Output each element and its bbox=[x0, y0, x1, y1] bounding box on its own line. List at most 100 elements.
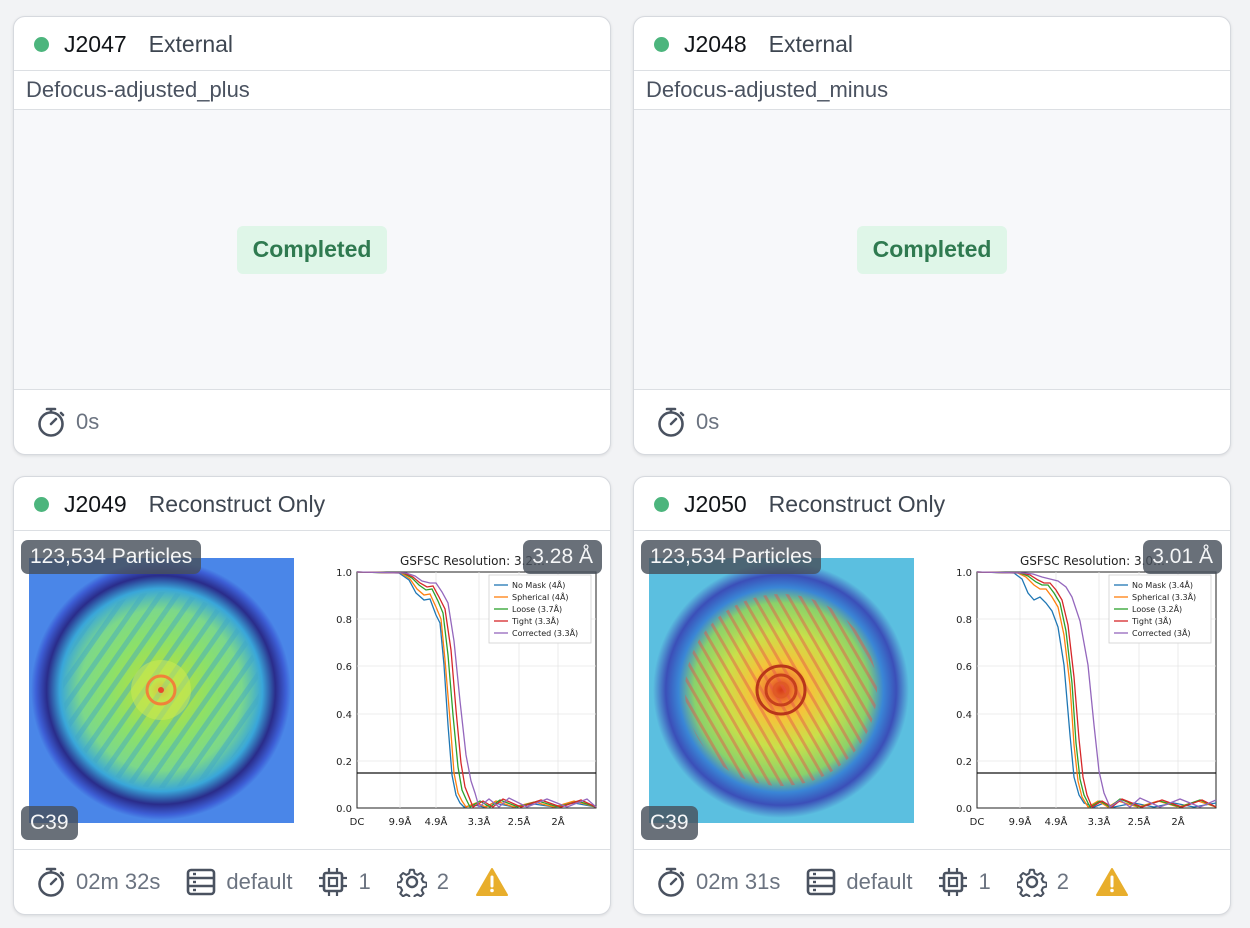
gpu-chip-icon bbox=[319, 867, 348, 896]
symmetry-badge: C39 bbox=[641, 806, 698, 840]
status-dot bbox=[34, 37, 49, 52]
y-tick: 0.0 bbox=[336, 804, 352, 815]
lane-value: default bbox=[226, 868, 293, 894]
x-tick: 3.3Å bbox=[1088, 815, 1111, 828]
legend-item: Spherical (3.3Å) bbox=[1132, 591, 1196, 602]
legend-item: Corrected (3Å) bbox=[1132, 627, 1191, 638]
legend-item: Tight (3Å) bbox=[1131, 615, 1172, 626]
x-tick: 9.9Å bbox=[1009, 815, 1032, 828]
lane-icon bbox=[807, 868, 836, 895]
lane-icon bbox=[187, 868, 216, 895]
card-body: 123,534 Particles C39 GSFSC Resolution: … bbox=[634, 531, 1230, 850]
card-footer: 0s bbox=[14, 390, 610, 453]
stopwatch-icon bbox=[38, 867, 65, 897]
card-header: J2049 Reconstruct Only bbox=[14, 477, 610, 531]
resolution-badge: 3.28 Å bbox=[523, 540, 602, 574]
elapsed-time: 02m 31s bbox=[656, 866, 780, 898]
status-badge: Completed bbox=[856, 225, 1008, 274]
status-dot bbox=[654, 497, 669, 512]
status-badge: Completed bbox=[236, 225, 388, 274]
particle-count-badge: 123,534 Particles bbox=[21, 540, 202, 574]
elapsed-time-value: 0s bbox=[696, 408, 720, 434]
legend-item: Spherical (4Å) bbox=[512, 591, 569, 602]
job-card-j2048[interactable]: J2048 External Defocus-adjusted_minus Co… bbox=[633, 16, 1231, 455]
elapsed-time-value: 02m 32s bbox=[76, 868, 161, 894]
warning[interactable] bbox=[475, 867, 519, 897]
resolution-badge: 3.01 Å bbox=[1143, 540, 1222, 574]
x-tick: 9.9Å bbox=[389, 815, 412, 828]
y-tick: 0.6 bbox=[336, 662, 352, 673]
y-tick: 1.0 bbox=[336, 568, 352, 579]
job-title: Defocus-adjusted_minus bbox=[634, 71, 1230, 110]
stopwatch-icon bbox=[658, 407, 685, 437]
plot-title: GSFSC Resolution: 3.0… bbox=[1020, 554, 1165, 568]
stopwatch-icon bbox=[658, 867, 685, 897]
job-title: Defocus-adjusted_plus bbox=[14, 71, 610, 110]
x-tick: 2.5Å bbox=[508, 815, 531, 828]
x-tick: 2.5Å bbox=[1128, 815, 1151, 828]
elapsed-time-value: 0s bbox=[76, 408, 100, 434]
fsc-plot: GSFSC Resolution: 3.0… 1.0 0.8 0.6 0.4 0… bbox=[956, 554, 1217, 828]
job-id[interactable]: J2050 bbox=[684, 491, 747, 517]
card-body: Completed bbox=[634, 110, 1230, 390]
y-tick: 0.0 bbox=[956, 804, 972, 815]
lane: default bbox=[186, 868, 292, 896]
cpu-count: 2 bbox=[1016, 867, 1069, 897]
job-card-j2049[interactable]: J2049 Reconstruct Only bbox=[13, 476, 611, 915]
status-dot bbox=[654, 37, 669, 52]
legend-item: Tight (3.3Å) bbox=[511, 615, 559, 626]
gpu-count-value: 1 bbox=[978, 868, 991, 894]
job-card-j2047[interactable]: J2047 External Defocus-adjusted_plus Com… bbox=[13, 16, 611, 455]
lane: default bbox=[806, 868, 912, 896]
status-dot bbox=[34, 497, 49, 512]
job-type: Reconstruct Only bbox=[768, 491, 946, 517]
legend-item: Loose (3.2Å) bbox=[1132, 603, 1182, 614]
warning-icon[interactable] bbox=[1095, 867, 1129, 897]
y-tick: 0.8 bbox=[956, 615, 972, 626]
job-id[interactable]: J2048 bbox=[684, 31, 747, 57]
y-tick: 0.4 bbox=[336, 710, 352, 721]
elapsed-time: 02m 32s bbox=[36, 866, 160, 898]
gpu-chip-icon bbox=[939, 867, 968, 896]
elapsed-time: 0s bbox=[36, 406, 99, 438]
card-body: Completed bbox=[14, 110, 610, 390]
job-type: External bbox=[768, 31, 854, 57]
x-tick: 3.3Å bbox=[468, 815, 491, 828]
job-id[interactable]: J2049 bbox=[64, 491, 127, 517]
x-tick: 2Å bbox=[1171, 815, 1184, 828]
warning-icon[interactable] bbox=[475, 867, 509, 897]
volume-map-image bbox=[649, 558, 914, 823]
card-body: 123,534 Particles C39 GSFSC Resolution: … bbox=[14, 531, 610, 850]
plot-title: GSFSC Resolution: 3.2… bbox=[400, 554, 545, 568]
warning[interactable] bbox=[1095, 867, 1139, 897]
job-card-j2050[interactable]: J2050 Reconstruct Only bbox=[633, 476, 1231, 915]
job-id[interactable]: J2047 bbox=[64, 31, 127, 57]
particle-count-badge: 123,534 Particles bbox=[641, 540, 822, 574]
y-tick: 0.8 bbox=[336, 615, 352, 626]
card-footer: 02m 32s default bbox=[14, 850, 610, 913]
x-tick: 4.9Å bbox=[425, 815, 448, 828]
y-tick: 0.2 bbox=[956, 757, 972, 768]
y-tick: 0.4 bbox=[956, 710, 972, 721]
card-footer: 0s bbox=[634, 390, 1230, 453]
legend-item: No Mask (4Å) bbox=[512, 579, 565, 590]
curve-spherical bbox=[356, 571, 597, 808]
elapsed-time-value: 02m 31s bbox=[696, 868, 781, 894]
x-tick: DC bbox=[350, 817, 365, 828]
gpu-count: 1 bbox=[938, 867, 991, 897]
elapsed-time: 0s bbox=[656, 406, 719, 438]
x-tick: 2Å bbox=[551, 815, 564, 828]
symmetry-badge: C39 bbox=[21, 806, 78, 840]
cpu-count: 2 bbox=[396, 867, 449, 897]
gear-icon bbox=[396, 868, 427, 897]
card-header: J2050 Reconstruct Only bbox=[634, 477, 1230, 531]
gear-icon bbox=[1016, 868, 1047, 897]
gpu-count-value: 1 bbox=[358, 868, 371, 894]
cpu-count-value: 2 bbox=[436, 868, 449, 894]
legend-item: Corrected (3.3Å) bbox=[512, 627, 578, 638]
curve-corrected bbox=[356, 571, 597, 809]
card-footer: 02m 31s default bbox=[634, 850, 1230, 913]
job-type: Reconstruct Only bbox=[148, 491, 326, 517]
card-header: J2048 External bbox=[634, 17, 1230, 71]
cpu-count-value: 2 bbox=[1056, 868, 1069, 894]
